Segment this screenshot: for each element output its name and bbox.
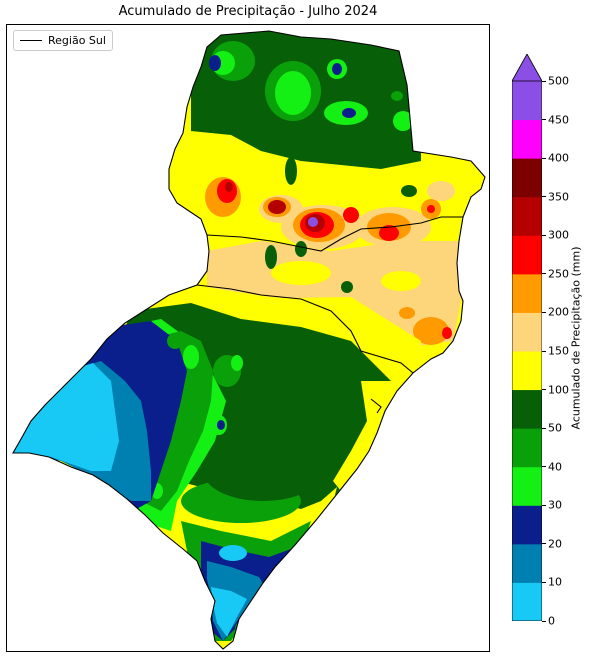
colorbar-segment	[512, 81, 542, 121]
colorbar-segment	[512, 582, 542, 621]
rainfall-field	[13, 31, 485, 649]
colorbar-segment	[512, 312, 542, 352]
colorbar-segment	[512, 428, 542, 468]
colorbar-tick-mark	[542, 389, 546, 391]
colorbar-tick-mark	[542, 157, 546, 159]
colorbar-segment	[512, 273, 542, 313]
colorbar-segment	[512, 196, 542, 236]
colorbar-tick-label: 20	[548, 537, 562, 551]
colorbar-tick-mark	[542, 350, 546, 352]
colorbar-tick-label: 300	[548, 228, 569, 242]
colorbar-tick-mark	[542, 196, 546, 198]
colorbar-tick-label: 0	[548, 614, 555, 628]
colorbar	[512, 54, 542, 621]
colorbar-extension	[512, 54, 542, 82]
colorbar-tick-mark	[542, 581, 546, 583]
colorbar-tick-label: 250	[548, 267, 569, 281]
precipitation-map	[12, 30, 486, 650]
colorbar-tick-label: 50	[548, 421, 562, 435]
colorbar-segment	[512, 158, 542, 198]
map-area: Região Sul	[6, 24, 490, 652]
colorbar-tick-mark	[542, 504, 546, 506]
colorbar-tick-label: 30	[548, 498, 562, 512]
colorbar-tick-mark	[542, 80, 546, 82]
colorbar-tick-label: 100	[548, 383, 569, 397]
map-legend: Região Sul	[13, 30, 113, 51]
colorbar-tick-label: 350	[548, 190, 569, 204]
legend-label: Região Sul	[48, 34, 106, 47]
colorbar-segment	[512, 351, 542, 391]
colorbar-segment	[512, 466, 542, 506]
colorbar-segment	[512, 543, 542, 583]
map-title: Acumulado de Precipitação - Julho 2024	[118, 4, 378, 19]
colorbar-strip	[512, 54, 542, 621]
colorbar-segment	[512, 505, 542, 545]
colorbar-tick-label: 150	[548, 344, 569, 358]
state-borders	[12, 30, 486, 650]
colorbar-tick-mark	[542, 234, 546, 236]
colorbar-segment	[512, 389, 542, 429]
legend-line-swatch	[20, 40, 42, 41]
colorbar-segment	[512, 235, 542, 275]
colorbar-tick-mark	[542, 466, 546, 468]
colorbar-tick-label: 40	[548, 460, 562, 474]
colorbar-tick-mark	[542, 273, 546, 275]
colorbar-tick-label: 200	[548, 305, 569, 319]
colorbar-segment	[512, 119, 542, 159]
colorbar-tick-label: 400	[548, 151, 569, 165]
colorbar-tick-mark	[542, 620, 546, 622]
colorbar-tick-mark	[542, 543, 546, 545]
colorbar-tick-mark	[542, 119, 546, 121]
colorbar-tick-label: 10	[548, 575, 562, 589]
colorbar-tick-label: 450	[548, 113, 569, 127]
colorbar-tick-label: 500	[548, 74, 569, 88]
colorbar-tick-mark	[542, 427, 546, 429]
colorbar-label: Acumulado de Precipitação (mm)	[569, 246, 583, 430]
colorbar-tick-mark	[542, 311, 546, 313]
